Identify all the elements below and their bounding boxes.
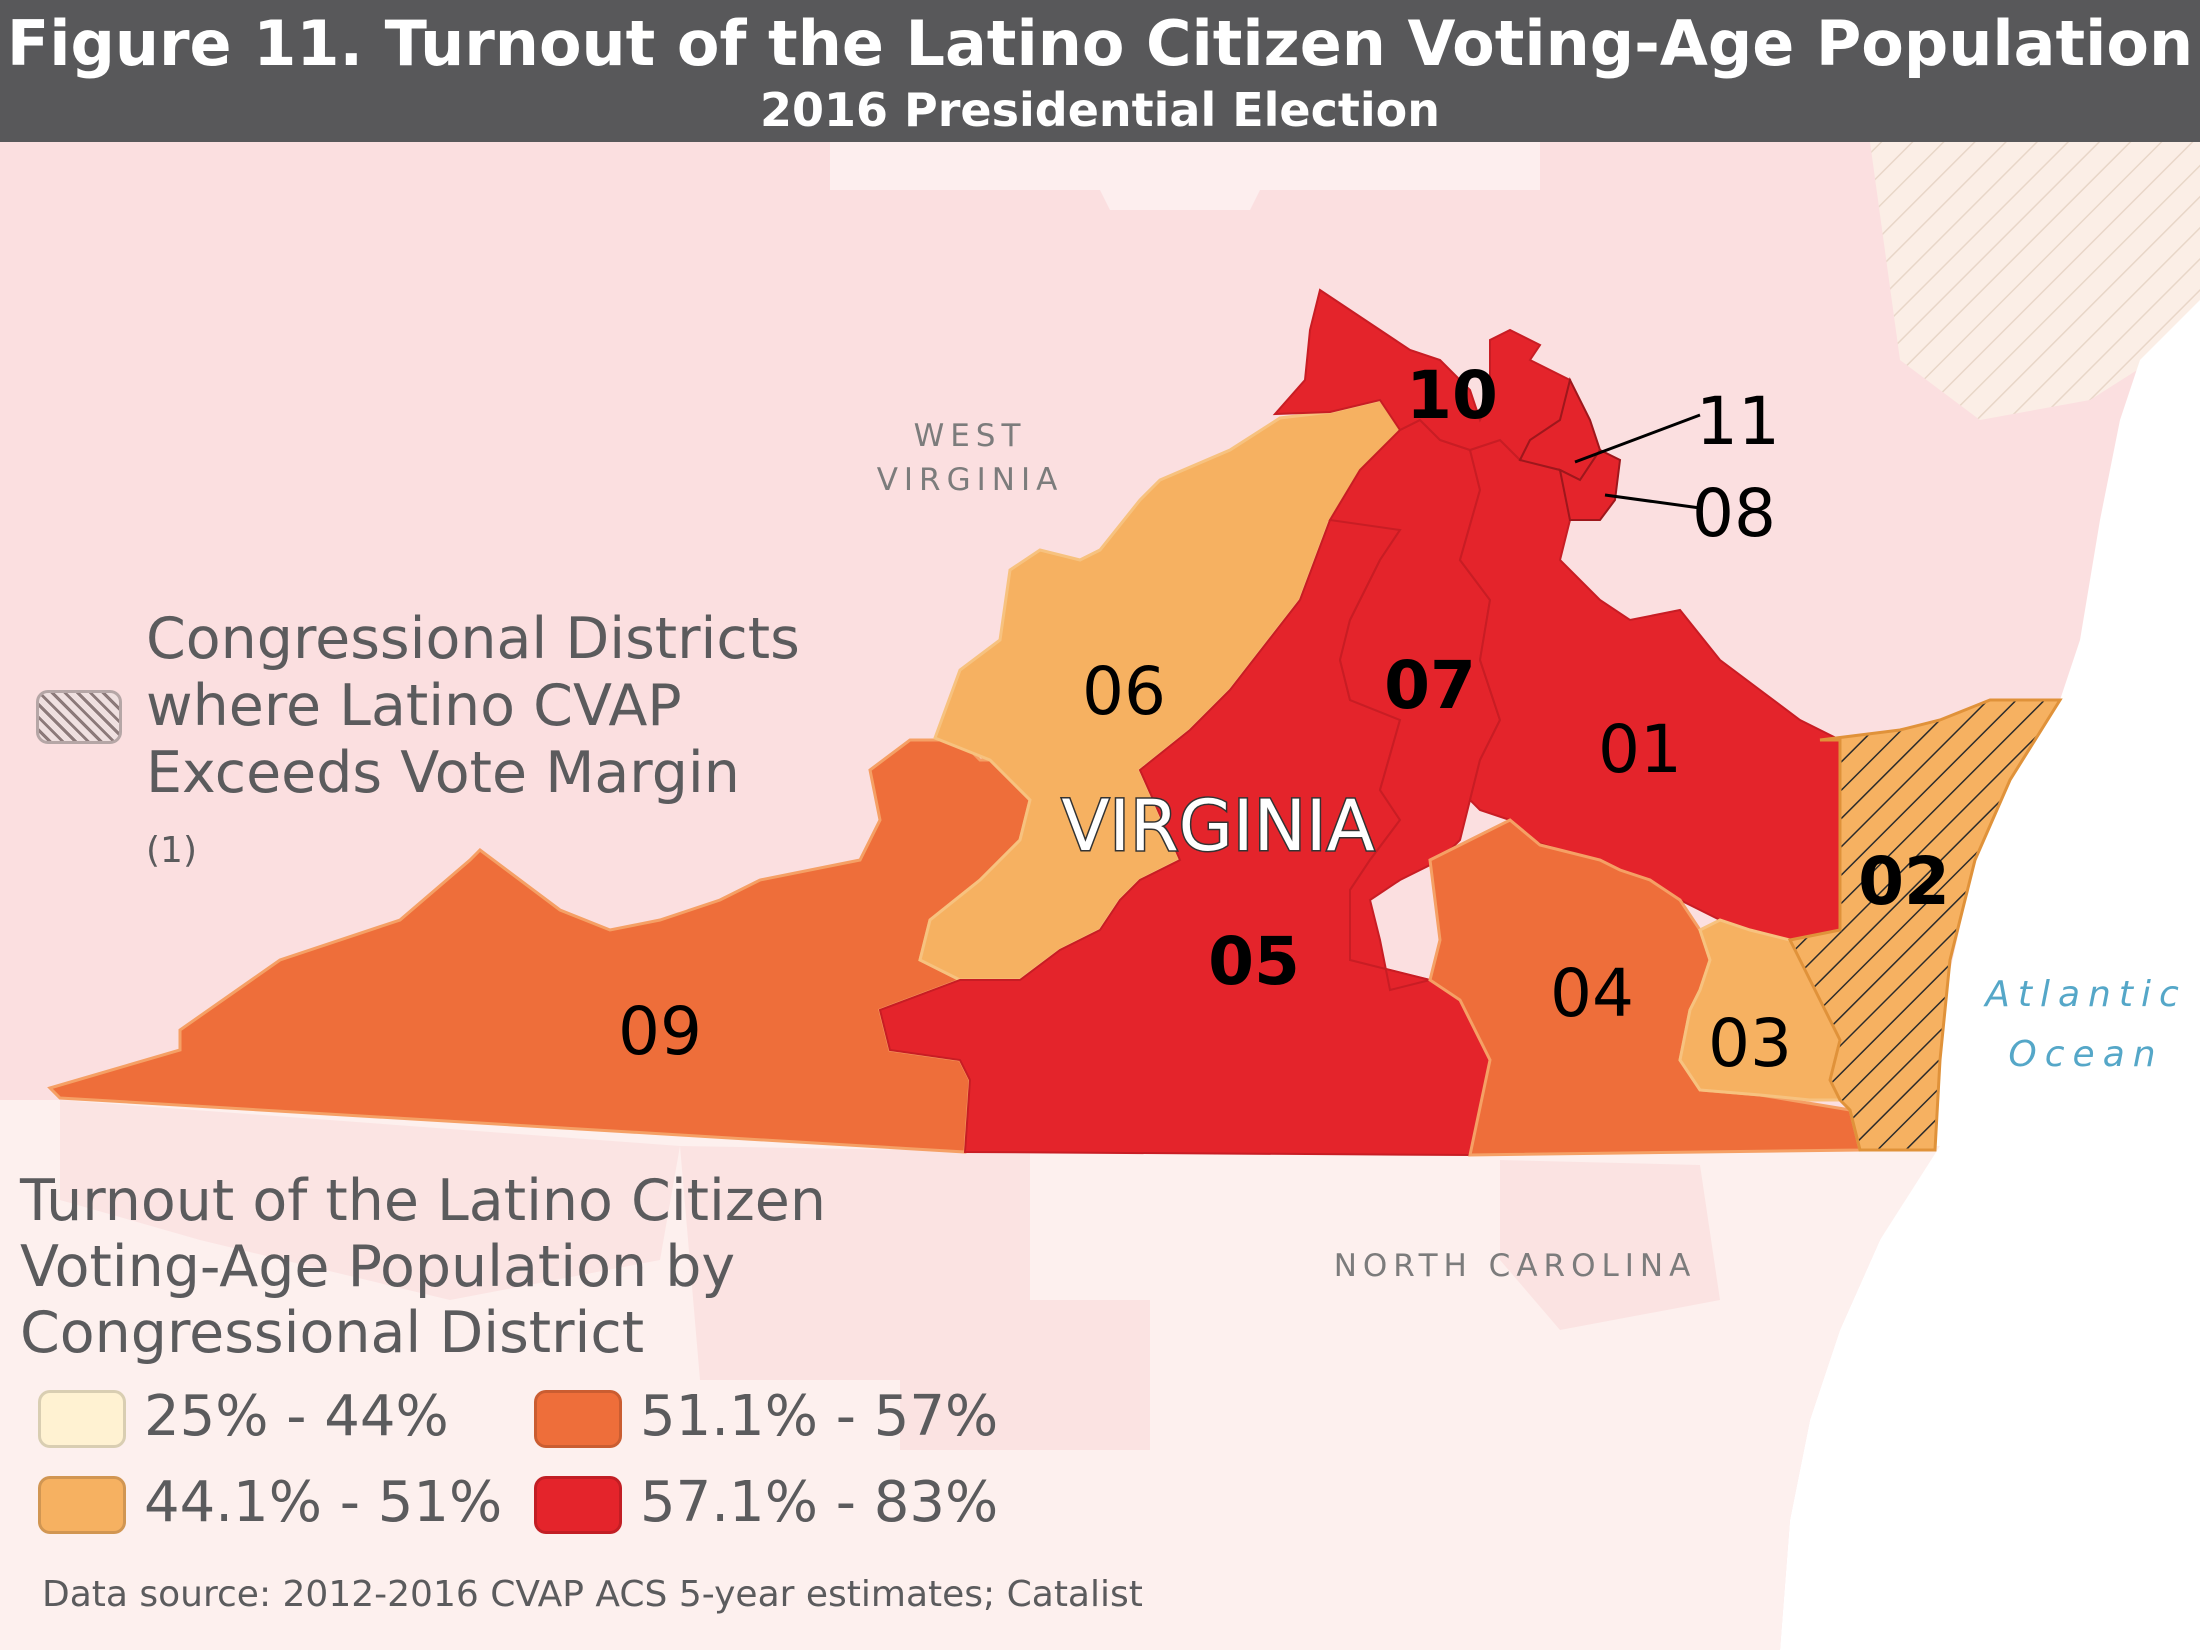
label-atlantic: Atlantic — [1983, 974, 2187, 1015]
nc-county-tint — [680, 1146, 1150, 1450]
legend-swatch — [38, 1390, 126, 1448]
legend-swatch — [534, 1390, 622, 1448]
district-label-01: 01 — [1598, 711, 1682, 788]
data-source: Data source: 2012-2016 CVAP ACS 5-year e… — [42, 1574, 1143, 1615]
district-label-06: 06 — [1082, 653, 1166, 730]
legend-label: 57.1% - 83% — [640, 1470, 999, 1535]
legend-swatch — [38, 1476, 126, 1534]
district-label-05: 05 — [1208, 923, 1300, 1000]
north-pale-area — [830, 142, 1540, 210]
figure-subtitle: 2016 Presidential Election — [759, 83, 1440, 137]
hatch-swatch — [36, 690, 122, 744]
legend-label: 25% - 44% — [144, 1384, 449, 1449]
district-10 — [1272, 288, 1572, 462]
leader-line-11 — [1574, 413, 1701, 464]
district-map: WEST VIRGINIA NORTH CAROLINA Atlantic Oc… — [0, 142, 2200, 1650]
figure-header: Figure 11. Turnout of the Latino Citizen… — [0, 0, 2200, 142]
legend-swatch — [534, 1476, 622, 1534]
label-north-carolina: NORTH CAROLINA — [1334, 1248, 1697, 1284]
label-west-virginia-1: WEST — [914, 418, 1027, 454]
district-08 — [1558, 448, 1622, 521]
district-label-02: 02 — [1858, 843, 1950, 920]
district-label-11: 11 — [1696, 383, 1780, 460]
label-virginia: VIRGINIA — [1062, 785, 1375, 867]
legend-label: 44.1% - 51% — [144, 1470, 503, 1535]
nc-county-tint — [60, 1100, 680, 1300]
hatch-legend-text: Congressional Districts where Latino CVA… — [146, 606, 806, 874]
color-legend: Turnout of the Latino Citizen Voting-Age… — [20, 1168, 998, 1535]
label-ocean: Ocean — [2008, 1034, 2163, 1075]
leader-line-08 — [1604, 493, 1701, 510]
hatch-legend-label: Congressional Districts where Latino CVA… — [146, 606, 800, 806]
legend-label: 51.1% - 57% — [640, 1384, 999, 1449]
district-label-07: 07 — [1384, 647, 1476, 724]
district-02 — [1787, 698, 2063, 1152]
hatch-footnote-ref: (1) — [146, 830, 197, 871]
district-label-10: 10 — [1406, 357, 1498, 434]
nc-county-tint — [1500, 1160, 1720, 1330]
delaware-area — [1870, 142, 2200, 420]
district-label-09: 09 — [618, 993, 702, 1070]
district-label-08: 08 — [1692, 475, 1776, 552]
label-west-virginia-2: VIRGINIA — [877, 462, 1064, 498]
legend-title: Turnout of the Latino Citizen Voting-Age… — [20, 1168, 826, 1366]
district-label-03: 03 — [1708, 1005, 1792, 1082]
atlantic-ocean — [1780, 300, 2200, 1650]
district-label-04: 04 — [1550, 955, 1634, 1032]
figure-title: Figure 11. Turnout of the Latino Citizen… — [6, 7, 2194, 80]
